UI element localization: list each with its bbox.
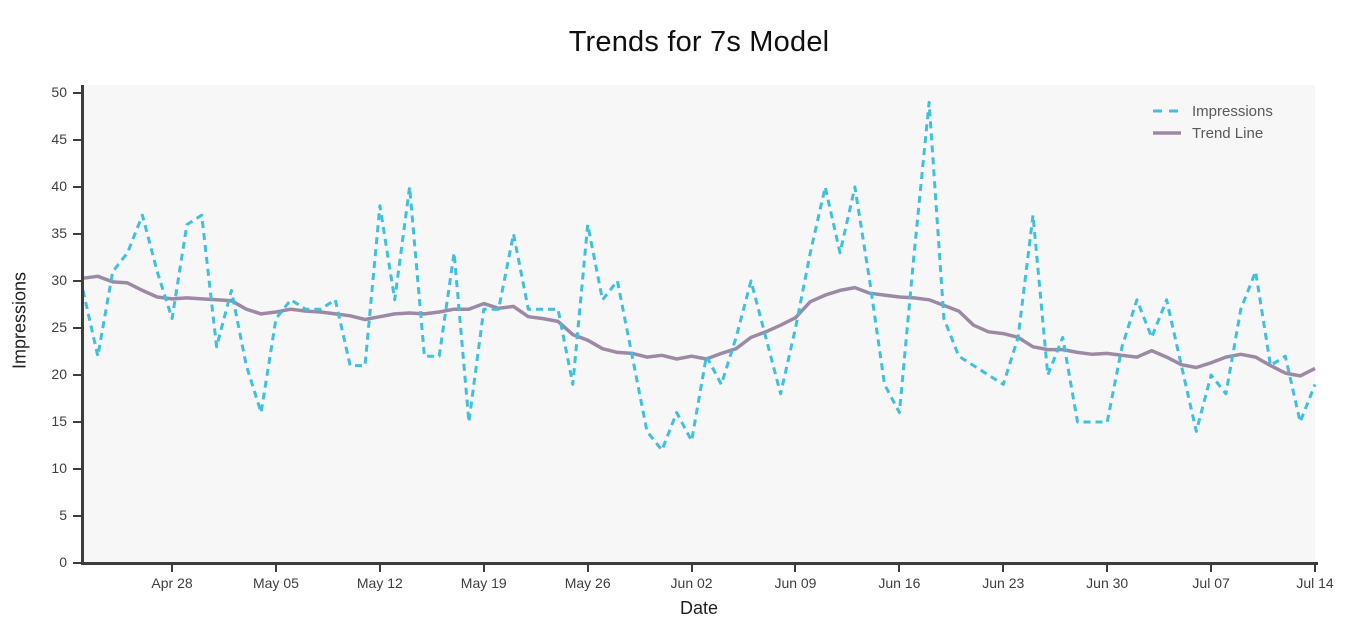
x-tick-label: May 12 xyxy=(356,575,403,591)
impressions-series xyxy=(81,100,1317,452)
x-tick-label: Apr 28 xyxy=(151,575,193,591)
y-tick-mark xyxy=(73,233,81,235)
x-tick-label: Jul 14 xyxy=(1296,575,1334,591)
y-tick-label: 40 xyxy=(51,178,67,194)
y-tick-label: 35 xyxy=(51,225,67,241)
x-tick-mark xyxy=(794,565,797,572)
y-tick-mark xyxy=(73,468,81,470)
y-tick-label: 10 xyxy=(51,460,67,476)
x-tick-mark xyxy=(898,565,901,572)
x-tick-label: Jun 02 xyxy=(670,575,713,591)
y-axis-ticks: 0 5 10 15 20 25 30 35 40 45 50 xyxy=(0,84,81,570)
trend-solid-swatch-icon xyxy=(1153,131,1181,135)
y-tick-mark xyxy=(73,139,81,141)
legend-item-trend-line[interactable]: Trend Line xyxy=(1152,122,1273,144)
x-tick-mark xyxy=(690,565,693,572)
y-tick-mark xyxy=(73,280,81,282)
y-tick-mark xyxy=(73,562,81,564)
x-tick-label: Jun 09 xyxy=(774,575,817,591)
y-tick-mark xyxy=(73,515,81,517)
series-canvas xyxy=(81,100,1317,452)
x-tick-mark xyxy=(586,565,589,572)
y-tick-label: 25 xyxy=(51,319,67,335)
y-axis-title: Impressions xyxy=(9,271,30,370)
y-tick-mark xyxy=(73,327,81,329)
y-tick-mark xyxy=(73,186,81,188)
x-tick-mark xyxy=(378,565,381,572)
x-tick-label: Jul 07 xyxy=(1192,575,1230,591)
x-axis-ticks: Apr 28 May 05 May 12 May 19 May 26 Jun 02 Jun … xyxy=(83,565,1334,605)
y-axis-line xyxy=(81,85,84,565)
legend-label: Impressions xyxy=(1192,102,1273,120)
x-tick-mark xyxy=(1106,565,1109,572)
plot-area xyxy=(81,85,1317,563)
x-tick-label: Jun 23 xyxy=(982,575,1025,591)
x-tick-mark xyxy=(1314,565,1316,572)
impressions-dashed-swatch-icon xyxy=(1153,109,1181,113)
legend: Impressions Trend Line xyxy=(1152,100,1273,144)
x-tick-label: May 05 xyxy=(252,575,299,591)
x-axis-title: Date xyxy=(679,598,719,618)
x-tick-mark xyxy=(274,565,277,572)
y-tick-label: 50 xyxy=(51,84,67,100)
y-tick-label: 45 xyxy=(51,131,67,147)
trend-line-series xyxy=(82,274,1316,378)
x-tick-label: Jun 16 xyxy=(878,575,921,591)
legend-label: Trend Line xyxy=(1192,124,1264,142)
y-tick-mark xyxy=(73,421,81,423)
y-tick-label: 15 xyxy=(51,413,67,429)
y-tick-label: 30 xyxy=(51,272,67,288)
x-tick-mark xyxy=(482,565,485,572)
x-axis-line xyxy=(81,562,1318,565)
y-tick-mark xyxy=(73,92,81,94)
chart-title: Trends for 7s Model xyxy=(568,26,830,58)
y-tick-mark xyxy=(73,374,81,376)
y-tick-label: 20 xyxy=(51,366,67,382)
x-tick-mark xyxy=(171,565,174,572)
legend-item-impressions[interactable]: Impressions xyxy=(1152,100,1273,122)
x-tick-label: May 26 xyxy=(564,575,611,591)
y-tick-label: 0 xyxy=(59,554,67,570)
x-tick-mark xyxy=(1002,565,1005,572)
y-tick-label: 5 xyxy=(59,507,67,523)
x-tick-label: May 19 xyxy=(460,575,507,591)
x-tick-mark xyxy=(1210,565,1213,572)
x-tick-label: Jun 30 xyxy=(1086,575,1129,591)
